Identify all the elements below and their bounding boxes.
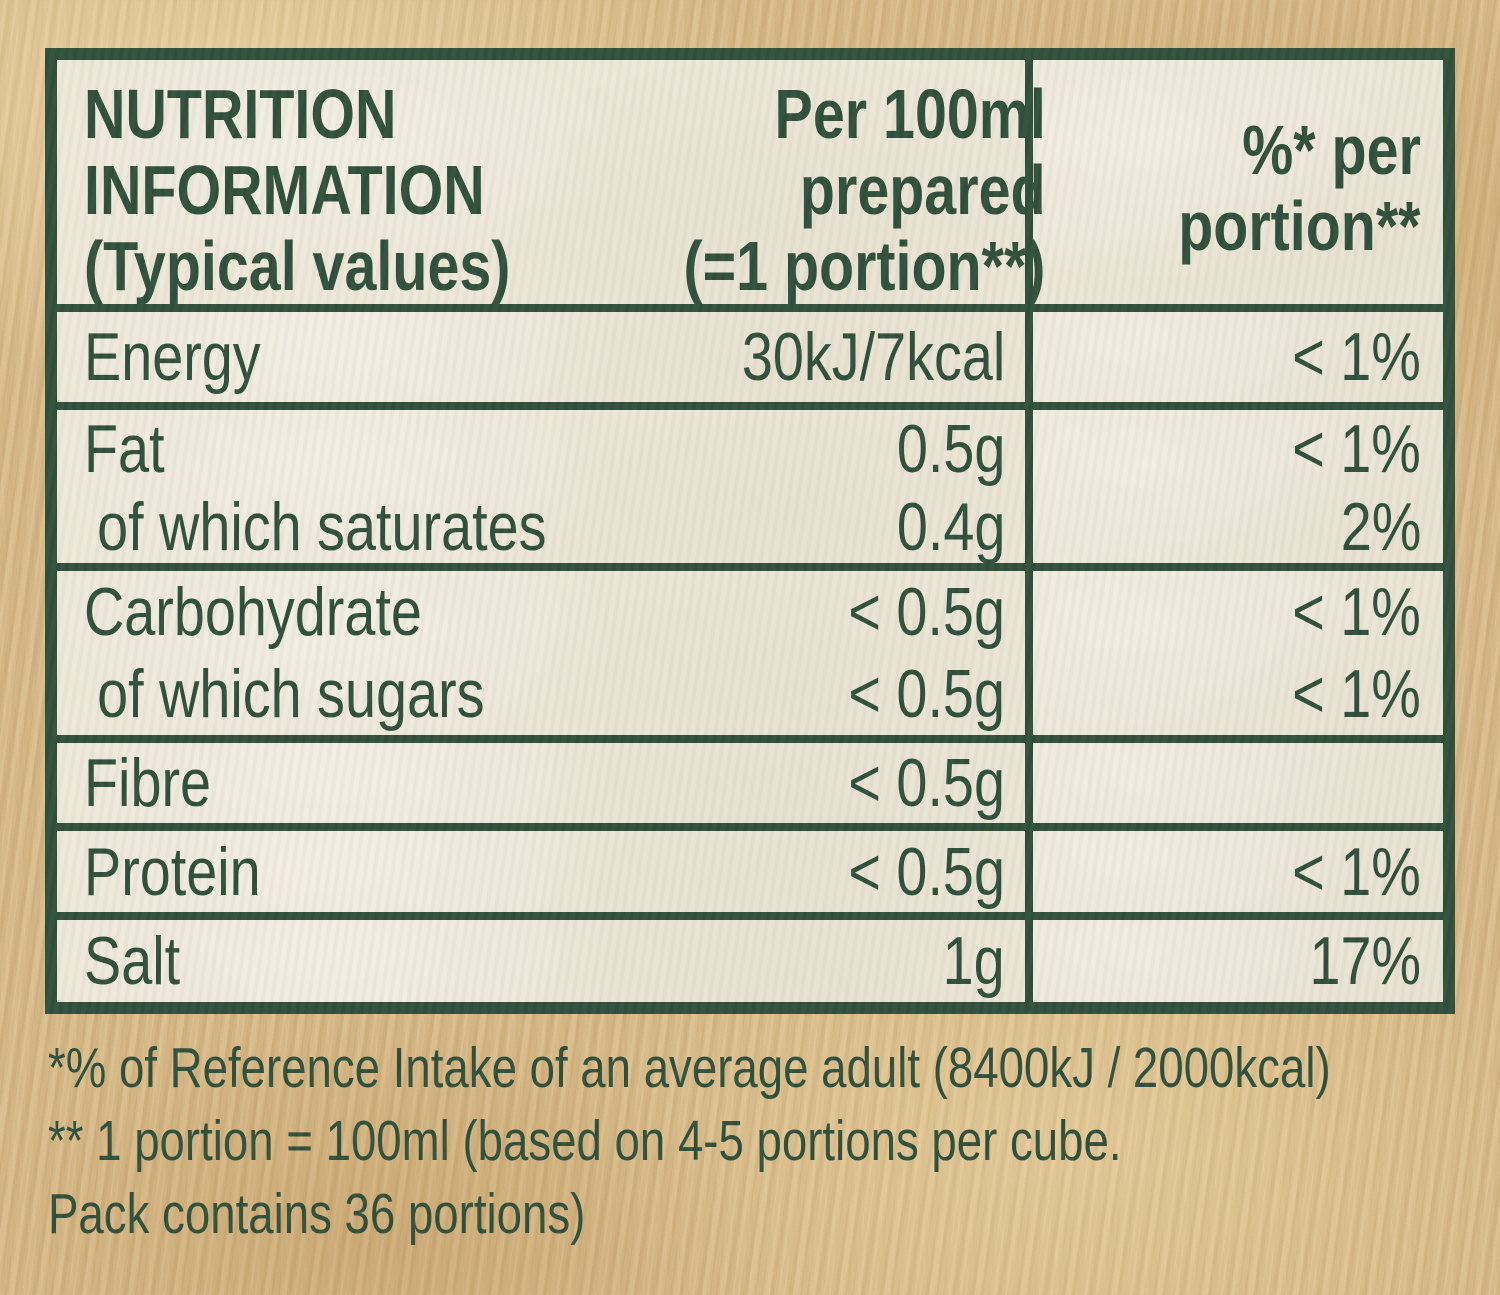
row-carbohydrate-group-percent: < 1% < 1% xyxy=(1033,571,1443,735)
sugars-percent: < 1% xyxy=(1292,656,1421,732)
footnote-line-2: ** 1 portion = 100ml (based on 4-5 porti… xyxy=(48,1109,1122,1173)
fibre-value: < 0.5g xyxy=(848,745,1005,821)
header-title: NUTRITION INFORMATION (Typical values) xyxy=(84,76,604,304)
protein-value: < 0.5g xyxy=(848,833,1005,910)
row-protein-percent: < 1% xyxy=(1033,831,1443,912)
footnote-pack-portions: Pack contains 36 portions) xyxy=(48,1178,1500,1251)
energy-value: 30kJ/7kcal xyxy=(741,319,1005,395)
row-energy-percent: < 1% xyxy=(1033,312,1443,402)
header-percent-line-1: %* per xyxy=(1242,111,1421,189)
saturates-label: of which saturates xyxy=(97,489,547,565)
row-protein: Protein < 0.5g xyxy=(57,831,1025,912)
header-per-100ml: Per 100ml prepared (=1 portion**) xyxy=(604,76,1045,304)
row-fat: Fat 0.5g xyxy=(57,410,1025,488)
nutrition-table: NUTRITION INFORMATION (Typical values) P… xyxy=(45,48,1455,1014)
table-header-main: NUTRITION INFORMATION (Typical values) P… xyxy=(57,60,1045,304)
protein-percent: < 1% xyxy=(1292,833,1421,910)
saturates-value: 0.4g xyxy=(896,489,1005,565)
row-sugars: of which sugars < 0.5g xyxy=(57,653,1025,735)
row-energy: Energy 30kJ/7kcal xyxy=(57,312,1025,402)
header-title-line-3: (Typical values) xyxy=(84,227,511,305)
row-carbohydrate-group: Carbohydrate < 0.5g of which sugars < 0.… xyxy=(57,571,1025,735)
footnote-line-1: *% of Reference Intake of an average adu… xyxy=(48,1036,1331,1100)
footnote-portion-definition: ** 1 portion = 100ml (based on 4-5 porti… xyxy=(48,1105,1500,1178)
row-fat-group: Fat 0.5g of which saturates 0.4g xyxy=(57,410,1025,566)
energy-label: Energy xyxy=(84,319,261,395)
table-header-percent: %* per portion** xyxy=(1033,60,1443,304)
row-salt: Salt 1g xyxy=(57,920,1025,1002)
protein-label: Protein xyxy=(84,833,261,910)
fat-label: Fat xyxy=(84,411,165,487)
footnotes: *% of Reference Intake of an average adu… xyxy=(48,1032,1500,1251)
header-per100ml-line-2: prepared xyxy=(799,151,1046,229)
fibre-label: Fibre xyxy=(84,745,212,821)
sugars-label: of which sugars xyxy=(97,656,485,732)
salt-value: 1g xyxy=(942,923,1005,999)
fat-percent: < 1% xyxy=(1292,411,1421,487)
row-carbohydrate: Carbohydrate < 0.5g xyxy=(57,571,1025,653)
footnote-line-3: Pack contains 36 portions) xyxy=(48,1182,586,1246)
saturates-percent: 2% xyxy=(1340,489,1421,565)
header-title-line-2: INFORMATION xyxy=(84,151,485,229)
header-per100ml-line-1: Per 100ml xyxy=(774,75,1046,153)
salt-percent: 17% xyxy=(1309,923,1421,999)
row-fat-group-percent: < 1% 2% xyxy=(1033,410,1443,565)
carbohydrate-value: < 0.5g xyxy=(848,574,1005,650)
row-fibre-percent xyxy=(1033,743,1443,823)
fat-value: 0.5g xyxy=(896,411,1005,487)
sugars-value: < 0.5g xyxy=(848,656,1005,732)
header-percent-line-2: portion** xyxy=(1178,187,1421,265)
row-salt-percent: 17% xyxy=(1033,920,1443,1002)
row-saturates: of which saturates 0.4g xyxy=(57,488,1025,566)
salt-label: Salt xyxy=(84,923,181,999)
row-fibre: Fibre < 0.5g xyxy=(57,743,1025,823)
header-title-line-1: NUTRITION xyxy=(84,75,397,153)
carbohydrate-label: Carbohydrate xyxy=(84,574,422,650)
energy-percent: < 1% xyxy=(1292,319,1421,395)
carbohydrate-percent: < 1% xyxy=(1292,574,1421,650)
footnote-reference-intake: *% of Reference Intake of an average adu… xyxy=(48,1032,1500,1105)
header-per100ml-line-3: (=1 portion**) xyxy=(683,227,1046,305)
